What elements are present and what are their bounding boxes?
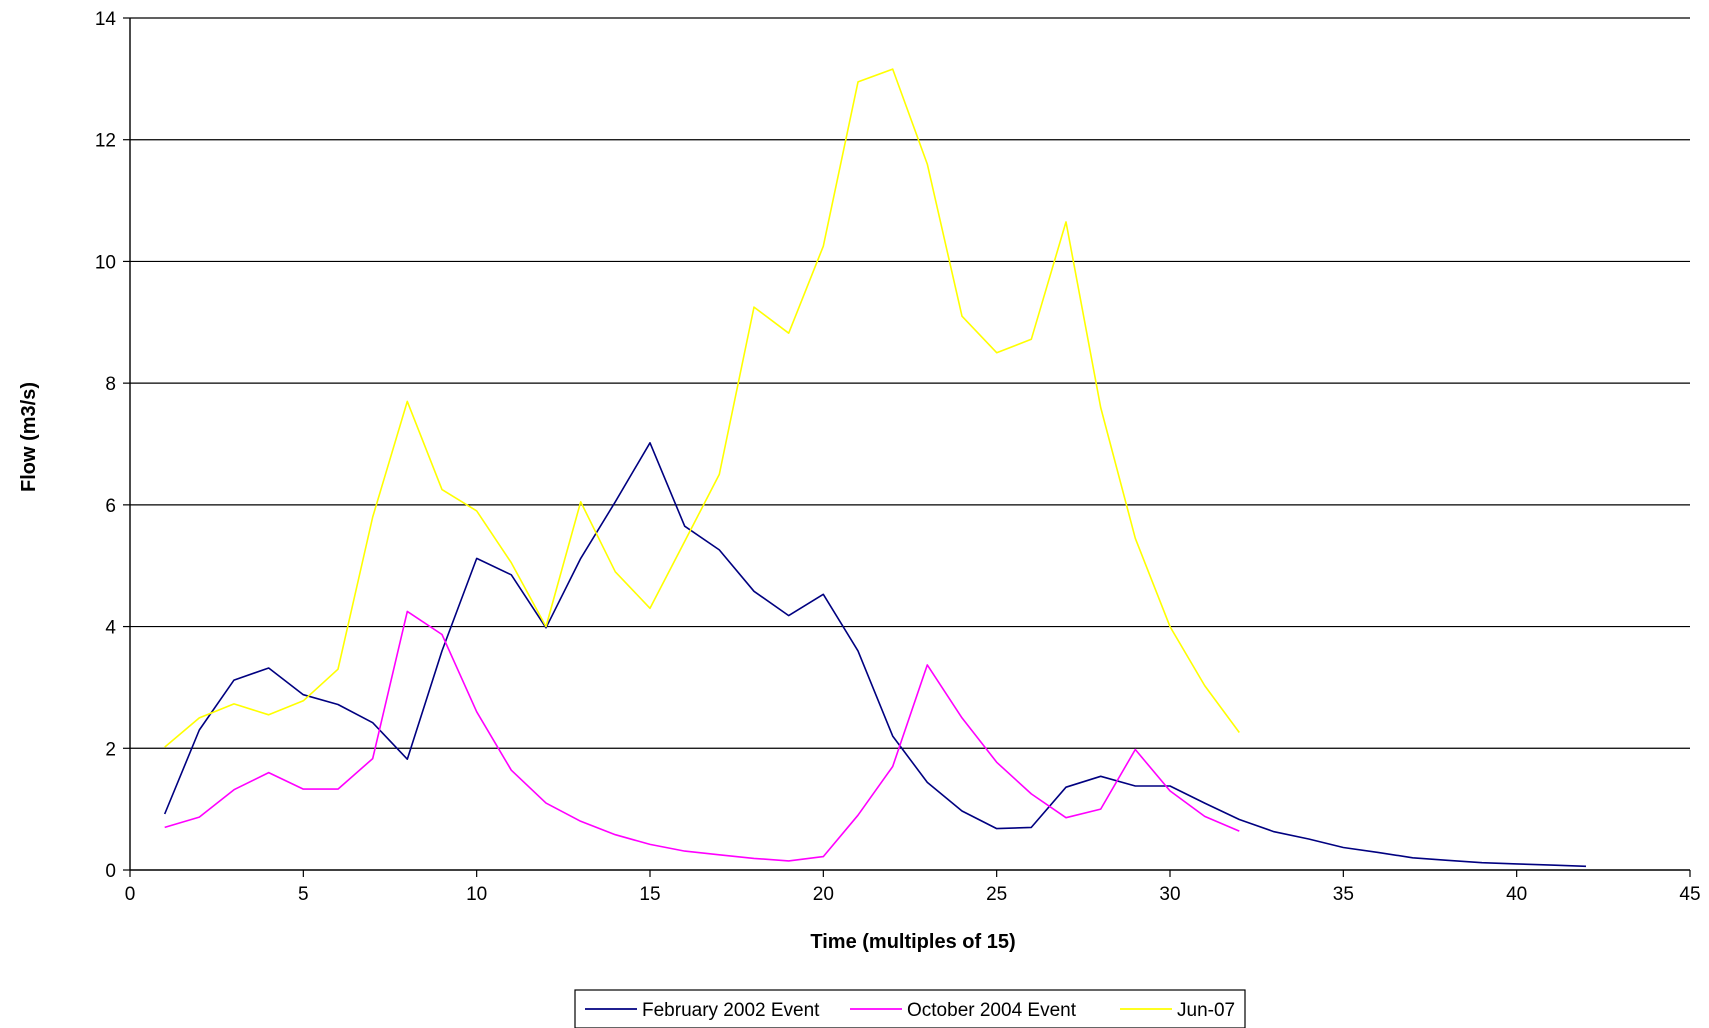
x-tick-label: 5	[298, 884, 309, 905]
y-axis-ticks: 0 2 4 6 8 10 12 14	[95, 9, 130, 882]
x-tick-label: 10	[466, 884, 487, 905]
x-tick-label: 25	[986, 884, 1007, 905]
series-lines	[163, 68, 1587, 868]
y-tick-label: 8	[105, 374, 116, 395]
x-axis-title: Time (multiples of 15)	[810, 931, 1015, 953]
legend-label-2: Jun-07	[1177, 1000, 1235, 1021]
x-tick-label: 30	[1159, 884, 1180, 905]
y-tick-label: 0	[105, 861, 116, 882]
x-axis-ticks: 0 5 10 15 20 25 30 35 40 45	[125, 870, 1701, 905]
series-line-0	[163, 441, 1587, 868]
legend: February 2002 Event October 2004 Event Jun…	[574, 989, 1246, 1028]
y-tick-label: 4	[105, 618, 116, 639]
legend-label-1: October 2004 Event	[907, 1000, 1077, 1021]
legend-label-0: February 2002 Event	[642, 1000, 820, 1021]
x-tick-label: 15	[639, 884, 660, 905]
x-tick-label: 20	[813, 884, 834, 905]
x-tick-label: 40	[1506, 884, 1527, 905]
y-tick-label: 6	[105, 496, 116, 517]
gridlines	[130, 17, 1690, 749]
y-tick-label: 12	[95, 131, 116, 152]
axes	[129, 18, 1690, 871]
x-tick-label: 0	[125, 884, 136, 905]
series-line-2	[164, 68, 1240, 748]
x-tick-label: 35	[1333, 884, 1354, 905]
x-tick-label: 45	[1679, 884, 1700, 905]
y-tick-label: 14	[95, 9, 117, 30]
y-axis-title: Flow (m3/s)	[18, 382, 40, 492]
series-line-1	[164, 610, 1240, 862]
y-tick-label: 2	[105, 739, 116, 760]
y-tick-label: 10	[95, 252, 116, 273]
